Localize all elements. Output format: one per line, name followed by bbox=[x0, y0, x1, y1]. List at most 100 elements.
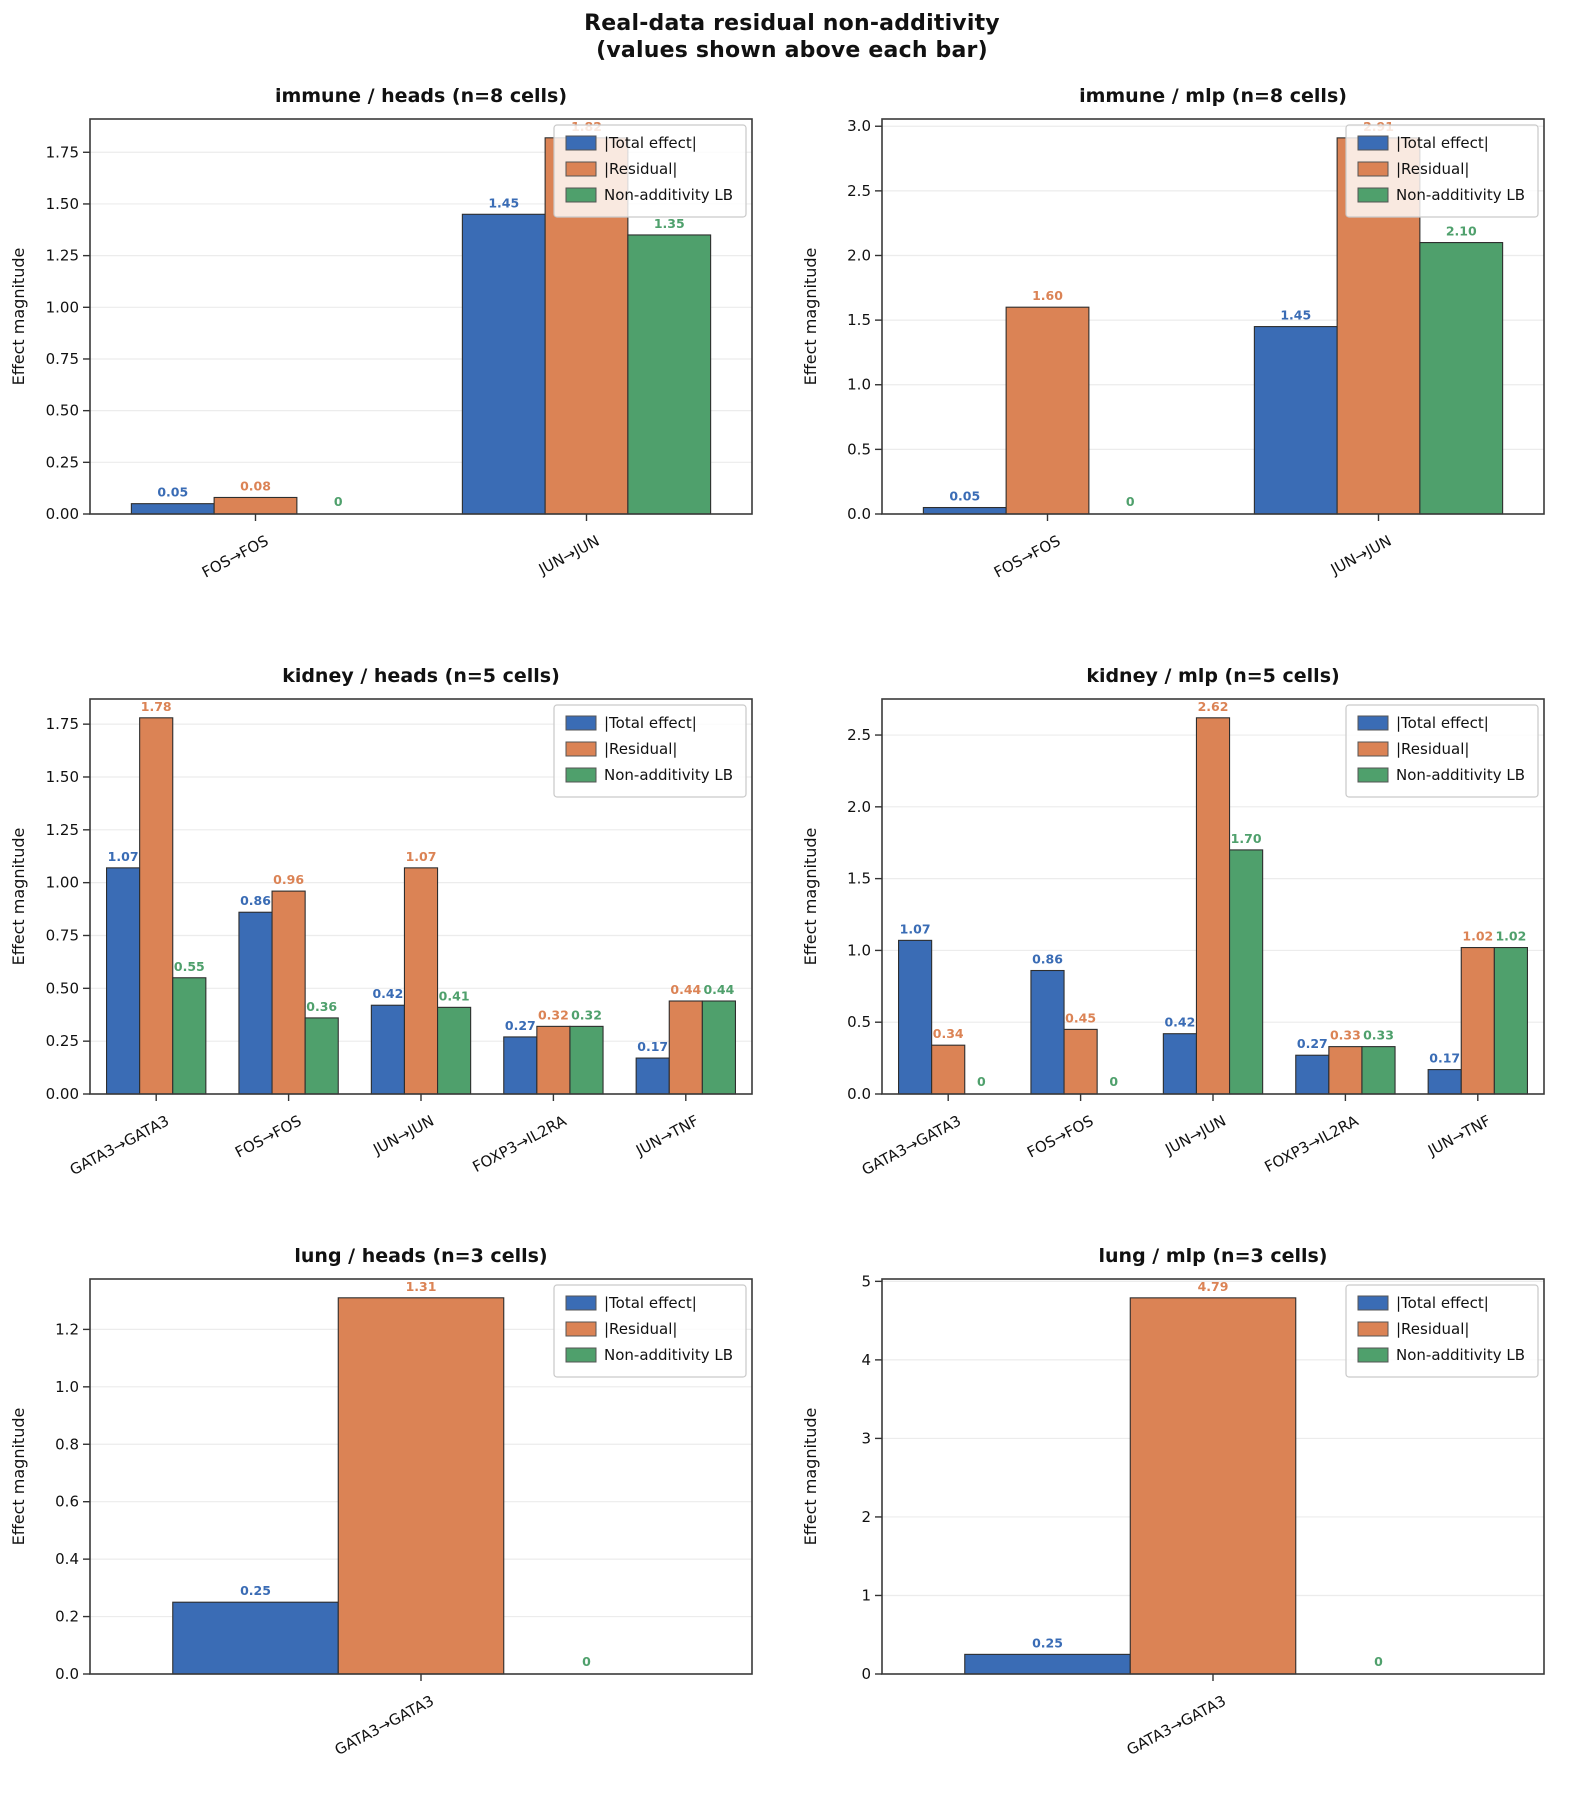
value-label: 0.25 bbox=[240, 1583, 271, 1598]
legend-swatch bbox=[565, 135, 597, 151]
axes-spines bbox=[881, 118, 1545, 515]
value-label: 1.07 bbox=[108, 849, 139, 864]
legend-box bbox=[1345, 1284, 1539, 1378]
y-tick-label: 2 bbox=[861, 1508, 871, 1526]
value-label: 0.05 bbox=[949, 489, 980, 504]
bar-kidney-mlp-s0-c1 bbox=[1030, 969, 1065, 1095]
value-label: 0.41 bbox=[439, 988, 470, 1003]
y-axis: 0.00 0.25 0.50 0.75 1.00 1.25 1.50 1.75 bbox=[46, 715, 90, 1103]
bar-immune-heads-s0-c1 bbox=[461, 213, 546, 515]
subplot-title: immune / heads (n=8 cells) bbox=[275, 85, 567, 107]
value-label: 1.35 bbox=[654, 216, 685, 231]
y-tick-label: 1.00 bbox=[46, 298, 79, 316]
y-tick-label: 0.0 bbox=[55, 1665, 79, 1683]
bar-kidney-mlp-s0-c4 bbox=[1427, 1069, 1462, 1095]
subplot-lung-mlp: 0.25 4.79 0 0 1 2 3 4 5 GATA3→GATA3 lung / mlp (n=… bbox=[792, 1224, 1584, 1800]
y-axis: 0.0 0.5 1.0 1.5 2.0 2.5 3.0 bbox=[847, 117, 882, 523]
y-tick-label: 1.0 bbox=[847, 376, 871, 394]
bar-kidney-heads-s0-c2 bbox=[370, 1004, 406, 1095]
value-label: 1.78 bbox=[141, 699, 172, 714]
y-tick-label: 0.8 bbox=[55, 1435, 79, 1453]
legend-swatch bbox=[1357, 767, 1389, 783]
legend-label: Non-additivity LB bbox=[604, 186, 733, 204]
y-axis: 0 1 2 3 4 5 bbox=[861, 1272, 882, 1683]
chart-kidney-mlp: 1.070.860.420.270.170.340.452.620.331.02… bbox=[801, 665, 1545, 1179]
bar-kidney-heads-s2-c1 bbox=[304, 1017, 339, 1095]
legend-swatch bbox=[1357, 1295, 1389, 1311]
chart-immune-mlp: 0.051.451.602.9102.100.00.51.01.52.02.53… bbox=[801, 85, 1545, 582]
y-axis: 0.00 0.25 0.50 0.75 1.00 1.25 1.50 1.75 bbox=[46, 143, 90, 523]
value-label: 0.44 bbox=[670, 982, 701, 997]
value-label: 0.86 bbox=[1032, 952, 1063, 967]
x-tick-label: FOXP3→IL2RA bbox=[1262, 1111, 1362, 1176]
chart-kidney-heads: 1.07 0.86 0.42 0.27 0.17 1.78 0.96 1.07 0.32 0.44… bbox=[9, 665, 753, 1179]
legend-box bbox=[1345, 124, 1539, 218]
legend-swatch bbox=[1357, 1347, 1389, 1363]
legend: |Total effect| |Residual| Non-additivity L… bbox=[553, 1284, 747, 1378]
legend-label: |Residual| bbox=[1396, 160, 1469, 178]
subplot-title: kidney / heads (n=5 cells) bbox=[282, 665, 560, 687]
bar-kidney-heads-s1-c1 bbox=[271, 890, 306, 1095]
y-axis-label: Effect magnitude bbox=[9, 1408, 28, 1546]
bar-kidney-mlp-s0-c3 bbox=[1295, 1054, 1330, 1095]
bar-kidney-heads-s1-c0 bbox=[139, 717, 174, 1095]
y-tick-label: 3.0 bbox=[847, 117, 871, 135]
value-label: 0.44 bbox=[703, 982, 734, 997]
y-tick-label: 0.00 bbox=[46, 505, 79, 523]
x-axis: GATA3→GATA3 bbox=[332, 1674, 437, 1759]
legend-label: |Residual| bbox=[604, 1320, 677, 1338]
x-tick-label: FOS→FOS bbox=[1024, 1112, 1096, 1162]
value-label: 1.31 bbox=[406, 1279, 437, 1294]
bars bbox=[898, 717, 1528, 1095]
legend-label: |Residual| bbox=[1396, 1320, 1469, 1338]
subplot-kidney-mlp: 1.07 0.86 0.42 0.27 0.17 0.34 0.45 2.62 0.33 1.02… bbox=[792, 644, 1584, 1224]
legend: |Total effect| |Residual| Non-additivity L… bbox=[1345, 124, 1539, 218]
bar-kidney-mlp-s0-c2 bbox=[1162, 1033, 1198, 1095]
y-tick-label: 0 bbox=[861, 1665, 871, 1683]
y-tick-label: 2.0 bbox=[847, 798, 871, 816]
y-tick-label: 1 bbox=[861, 1586, 871, 1604]
x-tick-label: FOS→FOS bbox=[199, 532, 271, 582]
subplot-title: lung / mlp (n=3 cells) bbox=[1099, 1245, 1328, 1267]
x-tick-label: JUN→JUN bbox=[369, 1112, 436, 1159]
value-label: 0.55 bbox=[174, 959, 205, 974]
bar-immune-heads-s2-c1 bbox=[627, 234, 712, 515]
bar-lung-heads-s1-c0 bbox=[337, 1297, 505, 1675]
y-tick-label: 1.25 bbox=[46, 821, 79, 839]
bar-kidney-heads-s0-c4 bbox=[635, 1057, 670, 1095]
value-labels: 1.07 0.86 0.42 0.27 0.17 0.34 0.45 2.62 0.33 1.02… bbox=[900, 699, 1527, 1089]
bar-kidney-heads-s0-c0 bbox=[106, 867, 141, 1095]
y-tick-label: 0.4 bbox=[55, 1550, 79, 1568]
value-label: 0 bbox=[1109, 1074, 1118, 1089]
y-tick-label: 0.5 bbox=[847, 440, 871, 458]
x-tick-label: FOS→FOS bbox=[232, 1112, 304, 1162]
value-label: 0.05 bbox=[157, 485, 188, 500]
y-tick-label: 0.5 bbox=[847, 1013, 871, 1031]
legend-swatch bbox=[1357, 1321, 1389, 1337]
bar-kidney-mlp-s0-c0 bbox=[898, 939, 933, 1095]
y-tick-label: 1.5 bbox=[847, 870, 871, 888]
bar-immune-mlp-s1-c0 bbox=[1005, 306, 1090, 515]
x-tick-label: GATA3→GATA3 bbox=[1124, 1692, 1229, 1759]
legend-swatch bbox=[1357, 187, 1389, 203]
y-tick-label: 1.50 bbox=[46, 768, 79, 786]
value-label: 1.07 bbox=[900, 921, 931, 936]
legend-label: |Total effect| bbox=[604, 1294, 697, 1312]
x-axis: FOS→FOS JUN→JUN bbox=[199, 514, 602, 582]
value-label: 0 bbox=[1374, 1654, 1383, 1669]
bars bbox=[106, 717, 736, 1095]
y-tick-label: 1.50 bbox=[46, 195, 79, 213]
legend: |Total effect| |Residual| Non-additivity L… bbox=[1345, 1284, 1539, 1378]
value-label: 0 bbox=[977, 1074, 986, 1089]
bar-kidney-heads-s2-c4 bbox=[701, 1000, 736, 1095]
value-label: 0.34 bbox=[933, 1026, 964, 1041]
x-axis: GATA3→GATA3 bbox=[1124, 1674, 1229, 1759]
y-tick-label: 0.25 bbox=[46, 453, 79, 471]
bar-kidney-heads-s1-c3 bbox=[536, 1025, 571, 1095]
figure-title-line-1: Real-data residual non-additivity bbox=[584, 11, 1000, 36]
bars bbox=[964, 1297, 1297, 1675]
legend-swatch bbox=[565, 1295, 597, 1311]
bar-kidney-mlp-s2-c3 bbox=[1361, 1046, 1396, 1095]
bar-immune-mlp-s0-c0 bbox=[922, 506, 1007, 515]
bar-kidney-heads-s2-c3 bbox=[569, 1025, 604, 1095]
